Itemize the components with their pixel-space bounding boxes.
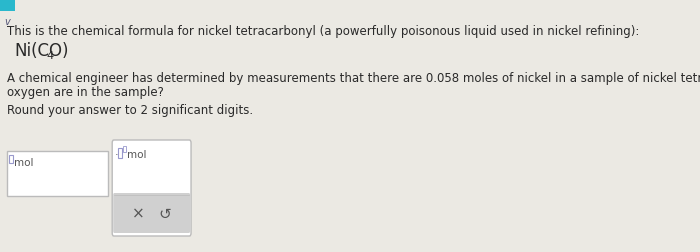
Text: ×: ×: [132, 206, 145, 220]
FancyBboxPatch shape: [112, 140, 191, 236]
Text: mol: mol: [127, 149, 146, 159]
Text: 4: 4: [46, 51, 53, 61]
Text: A chemical engineer has determined by measurements that there are 0.058 moles of: A chemical engineer has determined by me…: [7, 72, 700, 85]
Text: Ni(CO): Ni(CO): [14, 42, 69, 60]
Text: This is the chemical formula for nickel tetracarbonyl (a powerfully poisonous li: This is the chemical formula for nickel …: [7, 25, 640, 38]
Text: oxygen are in the sample?: oxygen are in the sample?: [7, 86, 164, 99]
Text: mol: mol: [14, 158, 34, 167]
Text: ↺: ↺: [158, 206, 171, 220]
FancyBboxPatch shape: [7, 151, 108, 196]
Bar: [0, 0, 15, 12]
Text: v: v: [5, 17, 10, 27]
FancyBboxPatch shape: [113, 193, 190, 233]
Text: Round your answer to 2 significant digits.: Round your answer to 2 significant digit…: [7, 104, 253, 116]
Text: ·: ·: [115, 149, 118, 159]
